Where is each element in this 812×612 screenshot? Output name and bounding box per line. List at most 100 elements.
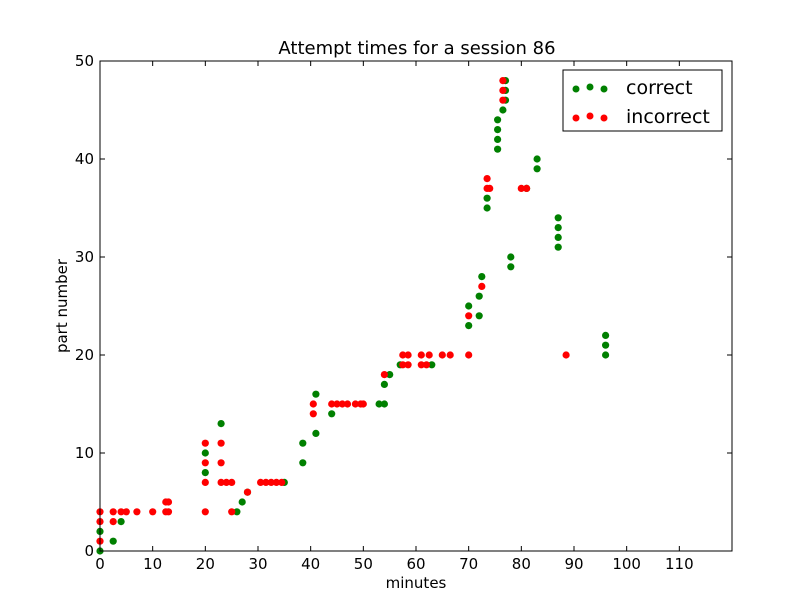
- data-point-incorrect: [164, 508, 173, 516]
- data-point-incorrect: [399, 361, 407, 369]
- data-point-correct: [554, 224, 562, 232]
- data-point-correct: [238, 498, 246, 506]
- data-point-correct: [554, 243, 562, 251]
- data-point-incorrect: [499, 77, 507, 85]
- data-point-incorrect: [109, 508, 117, 516]
- data-point-correct: [386, 371, 394, 379]
- data-point-correct: [478, 273, 486, 281]
- data-point-incorrect: [404, 351, 412, 359]
- data-point-correct: [299, 439, 307, 447]
- data-point-correct: [109, 537, 117, 545]
- data-point-incorrect: [122, 508, 130, 516]
- data-point-incorrect: [201, 508, 209, 516]
- data-point-correct: [312, 390, 320, 398]
- data-point-incorrect: [228, 478, 236, 486]
- x-tick-label: 20: [196, 555, 215, 573]
- data-point-correct: [499, 106, 507, 114]
- data-point-correct: [602, 331, 610, 339]
- data-point-correct: [201, 449, 209, 457]
- data-point-correct: [465, 322, 473, 330]
- data-point-correct: [475, 312, 483, 320]
- data-point-correct: [201, 469, 209, 477]
- data-point-correct: [507, 263, 515, 271]
- data-point-incorrect: [351, 400, 359, 408]
- y-tick-label: 50: [75, 52, 94, 70]
- legend-label-correct: correct: [626, 77, 693, 99]
- data-point-incorrect: [523, 184, 531, 192]
- data-point-incorrect: [399, 351, 407, 359]
- x-tick-label: 50: [354, 555, 373, 573]
- data-point-correct: [494, 135, 502, 143]
- x-tick-label: 80: [512, 555, 531, 573]
- legend-marker-correct: [600, 85, 608, 93]
- data-point-incorrect: [338, 400, 346, 408]
- x-tick-label: 100: [612, 555, 641, 573]
- data-point-incorrect: [309, 400, 317, 408]
- chart-title: Attempt times for a session 86: [278, 38, 555, 59]
- data-point-incorrect: [417, 361, 425, 369]
- data-point-correct: [217, 420, 225, 428]
- data-point-correct: [533, 155, 541, 163]
- data-point-incorrect: [438, 351, 446, 359]
- x-tick-label: 70: [459, 555, 478, 573]
- data-point-incorrect: [465, 351, 473, 359]
- data-point-incorrect: [149, 508, 157, 516]
- points-layer: [96, 77, 610, 555]
- data-point-incorrect: [486, 184, 494, 192]
- data-point-incorrect: [201, 478, 209, 486]
- legend-marker-incorrect: [586, 112, 594, 120]
- data-point-incorrect: [257, 478, 265, 486]
- data-point-correct: [328, 410, 336, 418]
- y-tick-label: 10: [75, 444, 94, 462]
- data-point-incorrect: [267, 478, 275, 486]
- data-point-incorrect: [425, 351, 433, 359]
- data-point-incorrect: [483, 175, 491, 183]
- data-point-incorrect: [228, 508, 236, 516]
- data-point-incorrect: [380, 371, 388, 379]
- data-point-correct: [554, 214, 562, 222]
- x-tick-label: 110: [665, 555, 694, 573]
- data-point-incorrect: [343, 400, 352, 408]
- data-point-incorrect: [499, 86, 507, 94]
- data-point-incorrect: [222, 478, 230, 486]
- data-point-incorrect: [133, 508, 141, 516]
- data-point-correct: [465, 302, 473, 310]
- data-point-correct: [375, 400, 383, 408]
- legend-marker-incorrect: [572, 114, 580, 122]
- legend-label-incorrect: incorrect: [626, 106, 710, 128]
- data-point-incorrect: [117, 508, 125, 516]
- data-point-incorrect: [164, 498, 173, 506]
- data-point-incorrect: [109, 518, 117, 526]
- legend-marker-incorrect: [600, 114, 608, 122]
- legend: correct incorrect: [562, 69, 723, 132]
- y-tick-label: 20: [75, 346, 94, 364]
- data-point-incorrect: [422, 361, 431, 369]
- data-point-incorrect: [217, 439, 225, 447]
- data-point-incorrect: [499, 96, 507, 104]
- legend-box: [562, 69, 723, 132]
- data-point-correct: [554, 233, 562, 241]
- data-point-incorrect: [217, 478, 225, 486]
- y-axis-label: part number: [53, 258, 71, 353]
- data-point-correct: [494, 145, 502, 153]
- x-tick-label: 60: [406, 555, 425, 573]
- data-point-incorrect: [404, 361, 412, 369]
- data-point-incorrect: [243, 488, 252, 496]
- legend-marker-correct: [572, 85, 580, 93]
- x-tick-label: 40: [301, 555, 320, 573]
- data-point-incorrect: [478, 282, 486, 290]
- data-point-correct: [507, 253, 515, 261]
- data-point-incorrect: [309, 410, 317, 418]
- data-point-incorrect: [465, 312, 473, 320]
- data-point-incorrect: [517, 184, 525, 192]
- data-point-incorrect: [562, 351, 570, 359]
- axis-ticks: 0 10 20 30 40 50 60 70 80 90 100 110 0 10 20 30 40 50: [75, 52, 732, 573]
- data-point-correct: [380, 380, 388, 388]
- data-point-correct: [533, 165, 541, 173]
- data-point-incorrect: [417, 351, 425, 359]
- x-tick-label: 90: [564, 555, 583, 573]
- x-tick-label: 30: [248, 555, 267, 573]
- data-point-correct: [117, 518, 125, 526]
- data-point-incorrect: [201, 439, 209, 447]
